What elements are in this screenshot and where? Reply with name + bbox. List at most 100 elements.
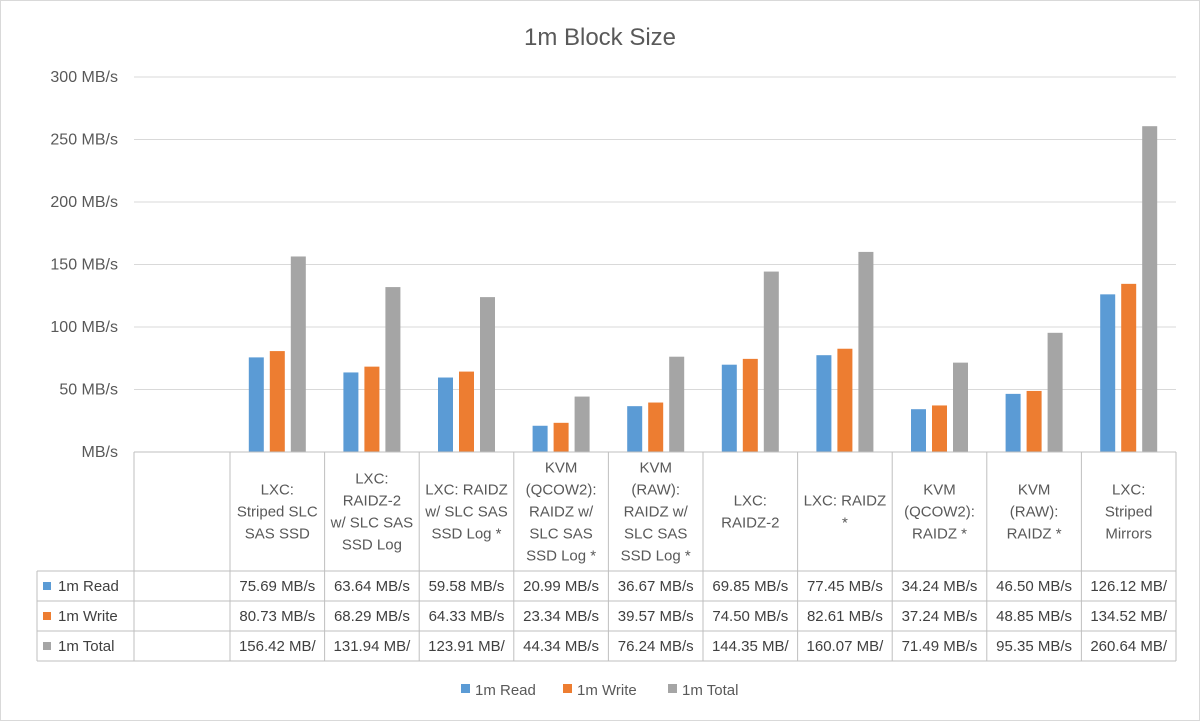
- row-label: 1m Total: [58, 638, 114, 655]
- category-label: (QCOW2):: [526, 482, 597, 499]
- category-label: KVM: [639, 460, 672, 477]
- category-label: RAIDZ-2: [343, 493, 401, 510]
- row-label: 1m Write: [58, 608, 118, 625]
- y-tick-label: 150 MB/s: [50, 257, 118, 274]
- data-label: 82.61 MB/s: [807, 608, 883, 625]
- y-tick-label: 250 MB/s: [50, 132, 118, 149]
- data-label: 23.34 MB/s: [523, 608, 599, 625]
- data-label: 63.64 MB/s: [334, 578, 410, 595]
- bar-1m-write: [1121, 283, 1137, 452]
- category-label: SLC SAS: [529, 526, 592, 543]
- y-tick-label: 300 MB/s: [50, 69, 118, 86]
- data-label: 126.12 MB/: [1090, 578, 1168, 595]
- bar-1m-read: [1005, 393, 1021, 452]
- bar-1m-total: [1142, 126, 1158, 452]
- legend-swatch: [668, 684, 677, 693]
- data-label: 131.94 MB/: [334, 638, 412, 655]
- bar-1m-read: [627, 406, 643, 452]
- data-label: 134.52 MB/: [1090, 608, 1168, 625]
- category-label: w/ SLC SAS: [424, 504, 508, 521]
- category-label: SSD Log: [342, 537, 402, 554]
- legend-swatch: [563, 684, 572, 693]
- category-label: SAS SSD: [245, 526, 310, 543]
- row-label: 1m Read: [58, 578, 119, 595]
- bar-1m-write: [837, 348, 853, 452]
- category-label: LXC:: [355, 471, 388, 488]
- row-legend-key: [43, 612, 51, 620]
- legend-label: 1m Write: [577, 682, 637, 699]
- category-label: RAIDZ w/: [529, 504, 594, 521]
- bar-1m-write: [932, 405, 947, 452]
- y-tick-label: MB/s: [82, 444, 118, 461]
- data-label: 260.64 MB/: [1090, 638, 1168, 655]
- data-label: 46.50 MB/s: [996, 578, 1072, 595]
- data-label: 77.45 MB/s: [807, 578, 883, 595]
- data-label: 123.91 MB/: [428, 638, 506, 655]
- data-label: 37.24 MB/s: [902, 608, 978, 625]
- bar-1m-total: [953, 362, 968, 452]
- bar-1m-total: [858, 251, 874, 452]
- bar-1m-write: [269, 351, 285, 452]
- data-label: 20.99 MB/s: [523, 578, 599, 595]
- category-label: KVM: [545, 460, 578, 477]
- bar-1m-total: [385, 287, 401, 452]
- bar-1m-total: [574, 396, 590, 452]
- data-label: 156.42 MB/: [239, 638, 317, 655]
- category-label: SSD Log *: [621, 548, 691, 565]
- bar-1m-total: [763, 271, 779, 452]
- y-tick-label: 50 MB/s: [59, 382, 118, 399]
- data-label: 75.69 MB/s: [239, 578, 315, 595]
- bar-1m-read: [721, 364, 737, 452]
- row-legend-key: [43, 642, 51, 650]
- data-label: 80.73 MB/s: [239, 608, 315, 625]
- bar-1m-write: [553, 422, 569, 452]
- data-label: 95.35 MB/s: [996, 638, 1072, 655]
- category-label: LXC: RAIDZ: [425, 482, 508, 499]
- category-label: w/ SLC SAS: [330, 515, 414, 532]
- data-label: 64.33 MB/s: [429, 608, 505, 625]
- category-label: SSD Log *: [526, 548, 596, 565]
- data-label: 36.67 MB/s: [618, 578, 694, 595]
- chart-title: 1m Block Size: [524, 24, 676, 51]
- bar-1m-total: [669, 356, 685, 452]
- bar-1m-read: [911, 409, 926, 452]
- category-label: RAIDZ w/: [624, 504, 689, 521]
- legend-swatch: [461, 684, 470, 693]
- bar-1m-total: [480, 297, 495, 452]
- category-label: (QCOW2):: [904, 504, 975, 521]
- y-tick-label: 100 MB/s: [50, 319, 118, 336]
- data-label: 59.58 MB/s: [429, 578, 505, 595]
- category-label: LXC:: [1112, 482, 1145, 499]
- category-label: (RAW):: [631, 482, 680, 499]
- bar-1m-read: [1100, 294, 1116, 452]
- bar-1m-write: [1026, 390, 1042, 452]
- category-label: LXC: RAIDZ: [804, 493, 887, 510]
- category-label: Striped: [1105, 504, 1153, 521]
- bar-1m-total: [1047, 332, 1063, 452]
- category-label: RAIDZ-2: [721, 515, 779, 532]
- bar-1m-write: [742, 358, 758, 452]
- data-label: 71.49 MB/s: [902, 638, 978, 655]
- bar-1m-read: [438, 377, 453, 452]
- category-label: RAIDZ *: [912, 526, 967, 543]
- legend-label: 1m Read: [475, 682, 536, 699]
- data-label: 160.07 MB/: [807, 638, 885, 655]
- category-label: Striped SLC: [237, 504, 318, 521]
- data-label: 68.29 MB/s: [334, 608, 410, 625]
- bar-1m-read: [248, 357, 264, 452]
- bar-1m-total: [290, 256, 306, 452]
- category-label: Mirrors: [1105, 526, 1152, 543]
- bar-1m-write: [364, 366, 380, 452]
- data-label: 48.85 MB/s: [996, 608, 1072, 625]
- legend-label: 1m Total: [682, 682, 738, 699]
- bar-1m-read: [816, 355, 832, 452]
- bar-1m-read: [343, 372, 359, 452]
- data-label: 39.57 MB/s: [618, 608, 694, 625]
- category-label: KVM: [1018, 482, 1051, 499]
- data-label: 69.85 MB/s: [712, 578, 788, 595]
- data-label: 74.50 MB/s: [712, 608, 788, 625]
- category-label: KVM: [923, 482, 956, 499]
- y-tick-label: 200 MB/s: [50, 194, 118, 211]
- row-legend-key: [43, 582, 51, 590]
